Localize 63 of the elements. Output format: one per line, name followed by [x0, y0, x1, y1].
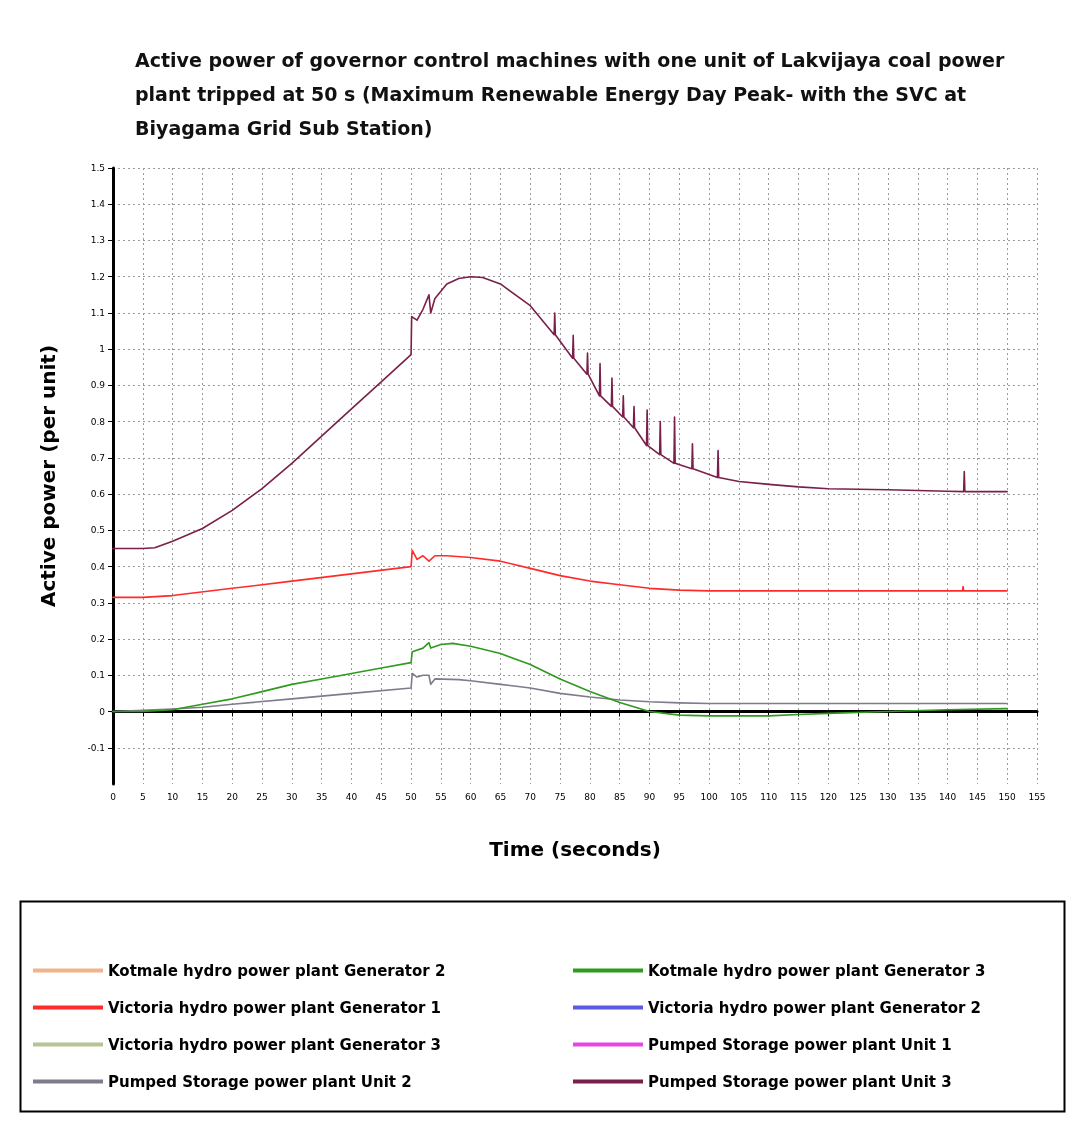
x-tick-label: 0	[110, 791, 117, 802]
y-tick-label: 0.7	[90, 452, 105, 463]
x-tick-label: 20	[226, 791, 239, 802]
x-tick-label: 95	[673, 791, 686, 802]
x-tick-label: 75	[554, 791, 566, 802]
x-tick-label: 65	[494, 791, 507, 802]
y-axis-title: Active power (per unit)	[36, 344, 60, 608]
x-tick-label: 5	[139, 791, 146, 802]
y-tick-label: 1.1	[90, 307, 105, 318]
line-series	[112, 549, 1008, 599]
x-tick-label: 80	[584, 791, 596, 802]
x-tick-label: 110	[760, 791, 778, 802]
y-tick-label: 0.6	[90, 489, 106, 500]
y-tick-label: 0.4	[90, 561, 106, 572]
x-tick-label: 40	[345, 791, 358, 802]
x-tick-label: 25	[256, 791, 268, 802]
legend-label: Pumped Storage power plant Unit 1	[648, 1035, 952, 1054]
x-tick-label: 60	[464, 791, 477, 802]
y-tick-label: 0.5	[90, 525, 105, 536]
x-tick-label: 130	[879, 791, 897, 802]
legend-label: Pumped Storage power plant Unit 2	[108, 1072, 412, 1091]
y-tick-label: 0.1	[90, 670, 105, 681]
y-tick-label: 1.3	[90, 235, 105, 246]
legend-label: Kotmale hydro power plant Generator 3	[648, 961, 986, 980]
y-tick-label: 1.2	[90, 271, 105, 282]
x-tick-label: 85	[613, 791, 626, 802]
x-tick-label: 35	[315, 791, 328, 802]
legend-label: Victoria hydro power plant Generator 1	[108, 998, 442, 1017]
x-tick-label: 55	[435, 791, 447, 802]
y-tick-label: 0	[99, 706, 106, 717]
y-tick-label: 0.9	[90, 380, 106, 391]
y-tick-label: 1.5	[90, 163, 105, 173]
x-axis-title: Time (seconds)	[489, 837, 661, 861]
chart-title: Active power of governor control machines with one unit of Lakvijaya coal power plant tripped at 50 s (Maximum Renewable Energy Day Peak- with the SVC at Biyagama Grid Sub Station)	[135, 49, 1011, 139]
x-tick-label: 105	[730, 791, 748, 802]
line-series	[112, 641, 1008, 717]
line-series	[112, 275, 1008, 550]
legend-label: Pumped Storage power plant Unit 3	[648, 1072, 952, 1091]
y-tick-label: 0.8	[90, 416, 106, 427]
x-tick-label: 15	[196, 791, 209, 802]
x-tick-label: 70	[524, 791, 537, 802]
x-tick-label: 90	[643, 791, 656, 802]
x-tick-label: 140	[938, 791, 957, 802]
legend-label: Kotmale hydro power plant Generator 2	[108, 961, 446, 980]
x-tick-label: 120	[819, 791, 838, 802]
x-tick-label: 30	[286, 791, 298, 802]
y-tick-label: 0.2	[90, 634, 105, 645]
x-tick-label: 45	[375, 791, 387, 802]
y-tick-label: 0.3	[90, 597, 105, 608]
x-tick-label: 135	[909, 791, 927, 802]
x-tick-label: 100	[700, 791, 718, 802]
x-tick-label: 125	[849, 791, 867, 802]
legend-label: Victoria hydro power plant Generator 2	[648, 998, 982, 1017]
x-tick-label: 150	[998, 791, 1017, 802]
legend-label: Victoria hydro power plant Generator 3	[108, 1035, 442, 1054]
x-tick-label: 145	[968, 791, 986, 802]
y-tick-label: 1	[99, 344, 105, 355]
x-tick-label: 10	[166, 791, 179, 802]
y-tick-label: -0.1	[87, 742, 105, 753]
x-tick-label: 50	[405, 791, 418, 802]
x-tick-label: 115	[789, 791, 808, 802]
x-tick-label: 155	[1028, 791, 1046, 802]
y-tick-label: 1.4	[90, 199, 106, 210]
